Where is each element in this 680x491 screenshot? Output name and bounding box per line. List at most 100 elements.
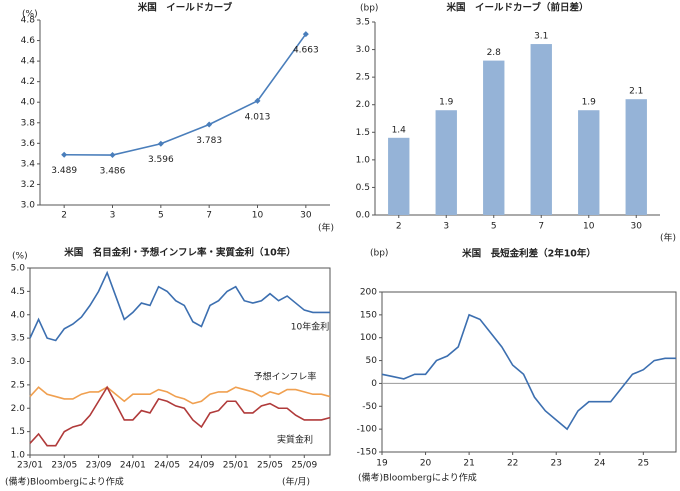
- bar: [578, 110, 600, 215]
- value-label: 2.1: [629, 87, 643, 97]
- value-label: 3.783: [196, 136, 222, 146]
- y-tick-label: 4.4: [21, 57, 36, 67]
- x-tick-label: 23/09: [86, 461, 112, 471]
- x-tick-label: 3: [110, 211, 116, 221]
- y-tick-label: 0.0: [356, 211, 371, 221]
- x-tick-label: 10: [583, 222, 595, 232]
- y-tick-label: 5.0: [11, 264, 26, 274]
- y-tick-label: 3.2: [21, 180, 35, 190]
- y-axis-label: (%): [12, 252, 28, 262]
- x-tick-label: 25/09: [291, 461, 317, 471]
- x-tick-label: 5: [491, 222, 497, 232]
- value-label: 3.596: [148, 155, 174, 165]
- x-axis-label: (年): [318, 222, 334, 234]
- y-tick-label: 2.5: [356, 73, 370, 83]
- value-label: 4.013: [245, 112, 271, 122]
- series-label: 実質金利: [277, 434, 313, 446]
- bar: [435, 110, 457, 215]
- x-tick-label: 24: [594, 459, 606, 469]
- value-label: 3.489: [51, 166, 77, 176]
- y-tick-label: 50: [366, 356, 378, 366]
- y-tick-label: 4.8: [21, 16, 36, 26]
- x-tick-label: 5: [158, 211, 164, 221]
- y-tick-label: -100: [357, 425, 378, 435]
- x-tick-label: 30: [631, 222, 643, 232]
- bar: [388, 137, 410, 215]
- y-tick-label: -150: [357, 448, 378, 458]
- x-tick-label: 21: [463, 459, 474, 469]
- x-axis-label: (年/月): [282, 476, 310, 488]
- x-tick-label: 3: [443, 222, 449, 232]
- bar: [483, 60, 505, 215]
- y-tick-label: 1.5: [356, 128, 370, 138]
- line-series: [29, 386, 331, 405]
- value-label: 3.1: [534, 32, 548, 42]
- y-tick-label: 100: [360, 333, 377, 343]
- line-series: [29, 385, 331, 447]
- series-label: 予想インフレ率: [254, 371, 317, 383]
- x-tick-label: 30: [300, 211, 312, 221]
- y-tick-label: 1.5: [11, 427, 25, 437]
- line-series: [29, 270, 330, 342]
- y-tick-label: 3.0: [356, 45, 371, 55]
- point: [61, 151, 68, 158]
- plot-frame: [29, 267, 331, 456]
- y-tick-label: 2.5: [11, 380, 25, 390]
- y-tick-label: 0: [371, 379, 377, 389]
- plot-frame: [381, 291, 677, 453]
- line-series: [381, 313, 676, 431]
- y-tick-label: 3.5: [11, 334, 25, 344]
- x-tick-label: 23: [550, 459, 561, 469]
- value-label: 1.9: [582, 98, 597, 108]
- y-tick-label: 150: [360, 310, 377, 320]
- point: [302, 31, 309, 38]
- y-tick-label: 4.6: [21, 36, 36, 46]
- bar: [625, 99, 647, 215]
- x-tick-label: 24/01: [120, 461, 146, 471]
- y-tick-label: 3.4: [21, 159, 36, 169]
- y-tick-label: 4.2: [21, 77, 35, 87]
- y-axis-label: (bp): [360, 4, 378, 14]
- x-tick-label: 7: [538, 222, 544, 232]
- chart-title: 米国 イールドカーブ（前日差）: [446, 2, 589, 14]
- x-tick-label: 2: [396, 222, 402, 232]
- x-tick-label: 25/01: [223, 461, 249, 471]
- bar: [530, 44, 552, 215]
- y-axis-label: (bp): [370, 249, 388, 259]
- y-tick-label: 3.0: [21, 201, 36, 211]
- y-tick-label: 200: [360, 288, 377, 298]
- source-note: (備考)Bloombergにより作成: [5, 476, 124, 488]
- x-tick-label: 24/05: [154, 461, 180, 471]
- x-tick-label: 10: [252, 211, 264, 221]
- point: [157, 140, 164, 147]
- value-label: 2.8: [487, 48, 502, 58]
- y-tick-label: 4.5: [11, 287, 25, 297]
- x-axis-label: (年): [660, 232, 676, 244]
- value-label: 1.9: [439, 98, 454, 108]
- y-tick-label: 3.6: [21, 139, 36, 149]
- x-tick-label: 2: [61, 211, 67, 221]
- y-tick-label: 1.0: [11, 451, 26, 461]
- point: [254, 97, 261, 104]
- x-tick-label: 25: [638, 459, 649, 469]
- y-tick-label: 3.5: [356, 18, 370, 28]
- x-tick-label: 22: [507, 459, 518, 469]
- chart-title: 米国 イールドカーブ: [137, 2, 233, 14]
- y-tick-label: 4.0: [21, 98, 36, 108]
- x-tick-label: 7: [206, 211, 212, 221]
- x-tick-label: 20: [420, 459, 432, 469]
- x-tick-label: 19: [376, 459, 388, 469]
- chart-title: 米国 名目金利・予想インフレ率・実質金利（10年）: [63, 247, 295, 259]
- x-tick-label: 23/05: [51, 461, 77, 471]
- point: [206, 121, 213, 128]
- series-label: 10年金利: [291, 321, 329, 333]
- y-tick-label: 2.0: [11, 404, 26, 414]
- y-axis-label: (%): [22, 10, 38, 20]
- y-tick-label: -50: [362, 402, 377, 412]
- x-tick-label: 23/01: [17, 461, 43, 471]
- y-tick-label: 0.5: [356, 183, 370, 193]
- source-note: (備考)Bloombergにより作成: [358, 472, 477, 484]
- x-tick-label: 25/05: [257, 461, 283, 471]
- line-series: [64, 33, 307, 156]
